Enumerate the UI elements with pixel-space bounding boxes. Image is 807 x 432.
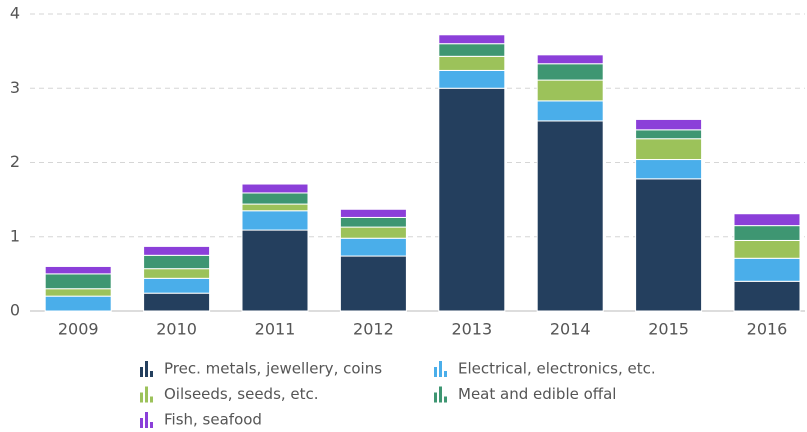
y-tick-label: 4	[10, 4, 20, 23]
bar-segment	[635, 138, 703, 161]
bar-segment	[635, 178, 703, 312]
legend-icon	[434, 392, 437, 403]
y-tick-label: 0	[10, 301, 20, 320]
legend-label: Fish, seafood	[164, 411, 262, 429]
bar-segment	[241, 183, 309, 194]
legend-icon	[140, 367, 143, 377]
bar-segment	[536, 54, 604, 65]
legend-icon	[145, 386, 148, 403]
bar-segment	[339, 255, 407, 312]
legend-icon	[439, 361, 442, 377]
y-tick-label: 3	[10, 78, 20, 97]
legend-icon	[444, 396, 447, 403]
x-tick-label: 2016	[747, 320, 788, 339]
legend-icon	[439, 386, 442, 403]
legend-icon	[150, 371, 153, 377]
bar-segment	[733, 280, 801, 312]
legend-icon	[434, 367, 437, 377]
legend-label: Meat and edible offal	[458, 385, 616, 403]
bar-segment	[241, 210, 309, 231]
legend-icon	[140, 392, 143, 403]
x-tick-label: 2013	[451, 320, 492, 339]
bar-segment	[143, 268, 211, 279]
x-tick-label: 2011	[255, 320, 296, 339]
bar-segment	[733, 257, 801, 282]
bar-segment	[143, 245, 211, 256]
bar-segment	[635, 159, 703, 180]
bar-segment	[733, 213, 801, 227]
legend-icon	[145, 412, 148, 428]
legend-label: Oilseeds, seeds, etc.	[164, 385, 319, 403]
legend-icon	[150, 422, 153, 428]
bar-segment	[733, 225, 801, 241]
bar-segment	[241, 192, 309, 205]
x-tick-label: 2015	[648, 320, 689, 339]
x-tick-label: 2009	[58, 320, 99, 339]
bar-segment	[143, 292, 211, 312]
bar-segment	[635, 118, 703, 131]
bar-segment	[438, 69, 506, 89]
bar-segment	[44, 288, 112, 297]
legend-label: Electrical, electronics, etc.	[458, 360, 656, 378]
bar-segment	[339, 237, 407, 257]
legend-icon	[444, 371, 447, 377]
x-tick-label: 2012	[353, 320, 394, 339]
bar-segment	[438, 55, 506, 71]
bar-segment	[44, 273, 112, 290]
bar-segment	[339, 208, 407, 218]
legend-icon	[150, 396, 153, 403]
bar-segment	[44, 295, 112, 312]
bar-segment	[536, 63, 604, 81]
bar-segment	[241, 203, 309, 212]
y-tick-label: 2	[10, 152, 20, 171]
bar-segment	[733, 239, 801, 259]
x-tick-label: 2010	[156, 320, 197, 339]
bar-segment	[339, 216, 407, 228]
bar-segment	[635, 129, 703, 140]
legend-icon	[145, 361, 148, 377]
bar-segment	[438, 43, 506, 57]
bar-segment	[44, 265, 112, 275]
bar-segment	[536, 100, 604, 122]
bar-segment	[438, 34, 506, 45]
legend-label: Prec. metals, jewellery, coins	[164, 360, 382, 378]
bar-segment	[536, 120, 604, 312]
y-tick-label: 1	[10, 226, 20, 245]
bar-segment	[143, 277, 211, 294]
legend-icon	[140, 418, 143, 428]
bar-segment	[438, 87, 506, 312]
bar-segment	[339, 226, 407, 239]
bar-segment	[143, 254, 211, 270]
bar-segment	[241, 229, 309, 312]
x-tick-label: 2014	[550, 320, 591, 339]
bar-segment	[536, 79, 604, 102]
